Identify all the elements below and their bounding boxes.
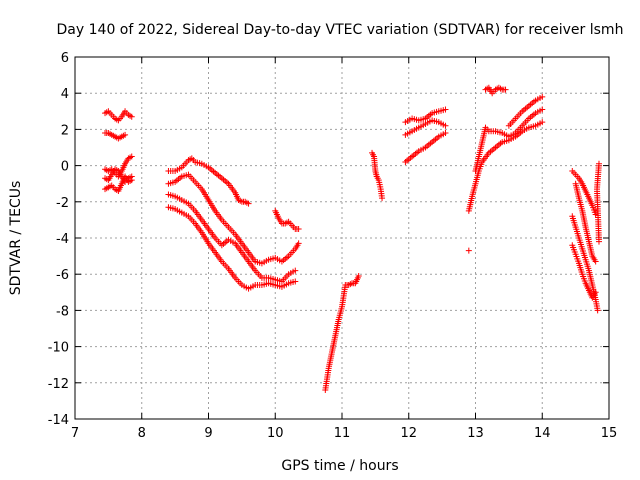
y-tick-label: 4 xyxy=(61,87,69,102)
data-point xyxy=(442,122,449,129)
data-point xyxy=(295,240,302,247)
y-tick-label: 2 xyxy=(61,123,69,138)
x-tick-label: 13 xyxy=(467,426,484,441)
data-point xyxy=(245,200,252,207)
data-point xyxy=(128,113,135,120)
data-point xyxy=(292,278,299,285)
data-point xyxy=(592,289,599,296)
x-tick-label: 7 xyxy=(71,426,79,441)
data-point xyxy=(442,106,449,113)
data-point xyxy=(539,119,546,126)
data-point xyxy=(379,195,386,202)
y-axis-label: SDTVAR / TECUs xyxy=(8,181,24,296)
x-tick-label: 12 xyxy=(400,426,417,441)
data-point xyxy=(442,130,449,137)
points xyxy=(102,84,602,394)
data-point xyxy=(595,238,602,245)
data-point xyxy=(539,106,546,113)
data-point xyxy=(122,131,129,138)
y-tick-label: -4 xyxy=(56,232,69,247)
data-point xyxy=(128,177,135,184)
x-tick-label: 11 xyxy=(334,426,351,441)
grid xyxy=(75,57,609,419)
data-point xyxy=(502,86,509,93)
ticks xyxy=(74,56,610,420)
data-point xyxy=(292,267,299,274)
y-tick-label: -10 xyxy=(48,341,69,356)
data-point xyxy=(539,93,546,100)
data-point xyxy=(128,153,135,160)
y-tick-label: -12 xyxy=(48,377,69,392)
x-tick-label: 9 xyxy=(204,426,212,441)
y-tick-label: -8 xyxy=(56,304,69,319)
x-tick-label: 10 xyxy=(267,426,284,441)
y-tick-label: -14 xyxy=(48,413,69,428)
x-tick-label: 8 xyxy=(138,426,146,441)
y-tick-label: -2 xyxy=(56,196,69,211)
data-point xyxy=(465,247,472,254)
data-point xyxy=(594,307,601,314)
data-point xyxy=(295,225,302,232)
y-tick-label: 6 xyxy=(61,51,69,66)
data-point xyxy=(355,273,362,280)
chart-title: Day 140 of 2022, Sidereal Day-to-day VTE… xyxy=(57,22,624,38)
x-tick-label: 15 xyxy=(601,426,618,441)
y-tick-label: -6 xyxy=(56,268,69,283)
x-tick-label: 14 xyxy=(534,426,551,441)
tick-labels: 7 8 9 10 11 12 13 14 15 -14 -12 -10 -8 -6 -4 -2 0 2 4 6 xyxy=(48,51,618,441)
x-axis-label: GPS time / hours xyxy=(281,458,398,474)
y-tick-label: 0 xyxy=(61,160,69,175)
data-point xyxy=(592,258,599,265)
